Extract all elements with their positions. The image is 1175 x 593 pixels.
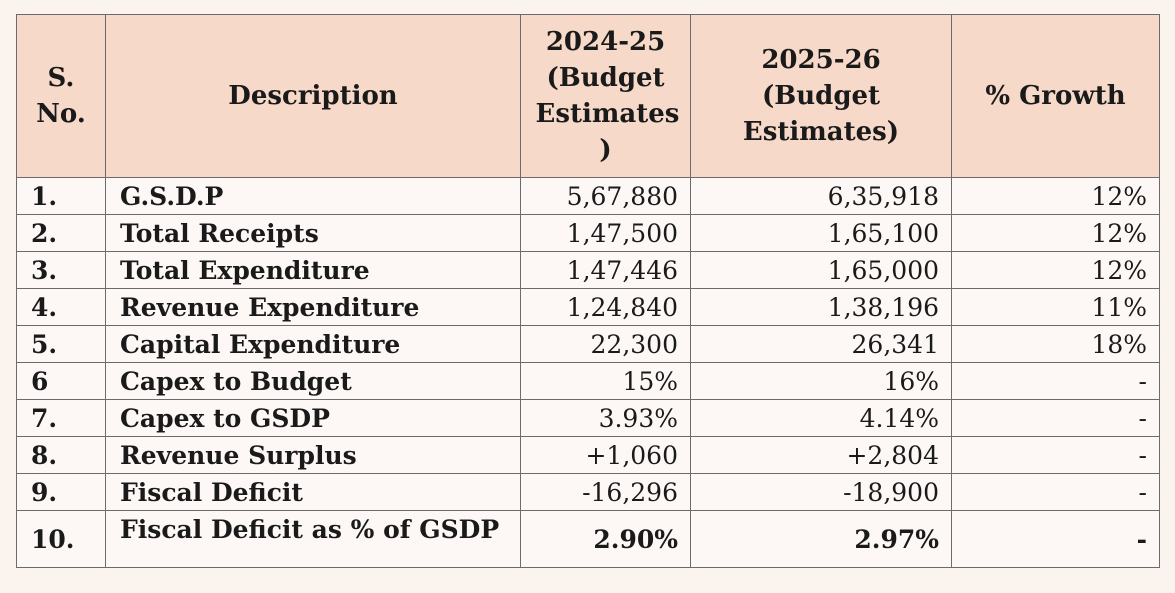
row-year1: 5,67,880 — [520, 177, 691, 215]
header-sno-label: S. No. — [36, 63, 86, 129]
row-description: Capex to Budget — [105, 362, 521, 400]
table-row: 10. Fiscal Deficit as % of GSDP 2.90% 2.… — [16, 510, 1160, 568]
row-growth: - — [951, 399, 1160, 437]
row-sno: 7. — [16, 399, 106, 437]
row-year2: 2.97% — [690, 510, 952, 568]
table-row: 5. Capital Expenditure 22,300 26,341 18% — [16, 325, 1160, 363]
row-description: Capital Expenditure — [105, 325, 521, 363]
row-year2: 1,65,000 — [690, 251, 952, 289]
row-year2: -18,900 — [690, 473, 952, 511]
row-year1: 2.90% — [520, 510, 691, 568]
row-growth: - — [951, 362, 1160, 400]
header-sno: S. No. — [16, 14, 106, 178]
row-year1: 3.93% — [520, 399, 691, 437]
table-row: 9. Fiscal Deficit -16,296 -18,900 - — [16, 473, 1160, 511]
row-growth: 12% — [951, 214, 1160, 252]
row-sno: 8. — [16, 436, 106, 474]
row-growth: 12% — [951, 177, 1160, 215]
header-year2-label: 2025-26 (Budget Estimates) — [742, 45, 900, 147]
row-year1: 1,47,446 — [520, 251, 691, 289]
row-sno: 2. — [16, 214, 106, 252]
row-sno: 10. — [16, 510, 106, 568]
row-growth: - — [951, 473, 1160, 511]
header-description: Description — [105, 14, 521, 178]
row-growth: - — [951, 436, 1160, 474]
table-row: 2. Total Receipts 1,47,500 1,65,100 12% — [16, 214, 1160, 252]
table-row: 4. Revenue Expenditure 1,24,840 1,38,196… — [16, 288, 1160, 326]
row-growth: - — [951, 510, 1160, 568]
header-year2: 2025-26 (Budget Estimates) — [690, 14, 952, 178]
row-year2: 4.14% — [690, 399, 952, 437]
table-row: 8. Revenue Surplus +1,060 +2,804 - — [16, 436, 1160, 474]
row-growth: 11% — [951, 288, 1160, 326]
row-description: Total Expenditure — [105, 251, 521, 289]
row-sno: 5. — [16, 325, 106, 363]
row-year1: 22,300 — [520, 325, 691, 363]
row-description: Revenue Surplus — [105, 436, 521, 474]
budget-table: S. No. Description 2024-25 (Budget Estim… — [16, 14, 1160, 568]
row-description: Fiscal Deficit — [105, 473, 521, 511]
row-year1: -16,296 — [520, 473, 691, 511]
row-year1: +1,060 — [520, 436, 691, 474]
row-sno: 9. — [16, 473, 106, 511]
row-sno: 6 — [16, 362, 106, 400]
row-year2: 26,341 — [690, 325, 952, 363]
header-row: S. No. Description 2024-25 (Budget Estim… — [16, 14, 1160, 178]
row-year1: 1,47,500 — [520, 214, 691, 252]
header-year1-label: 2024-25 (Budget Estimates ) — [535, 27, 680, 165]
header-growth: % Growth — [951, 14, 1160, 178]
row-description: Total Receipts — [105, 214, 521, 252]
row-growth: 12% — [951, 251, 1160, 289]
header-year1: 2024-25 (Budget Estimates ) — [520, 14, 691, 178]
row-year1: 15% — [520, 362, 691, 400]
row-description: Capex to GSDP — [105, 399, 521, 437]
row-description: Fiscal Deficit as % of GSDP — [105, 510, 521, 568]
table-row: 3. Total Expenditure 1,47,446 1,65,000 1… — [16, 251, 1160, 289]
table-row: 6 Capex to Budget 15% 16% - — [16, 362, 1160, 400]
row-sno: 1. — [16, 177, 106, 215]
header-description-label: Description — [228, 81, 398, 111]
header-growth-label: % Growth — [985, 81, 1126, 111]
table-row: 1. G.S.D.P 5,67,880 6,35,918 12% — [16, 177, 1160, 215]
row-year2: 16% — [690, 362, 952, 400]
row-sno: 3. — [16, 251, 106, 289]
row-description: Revenue Expenditure — [105, 288, 521, 326]
row-year2: 1,38,196 — [690, 288, 952, 326]
row-year2: 6,35,918 — [690, 177, 952, 215]
row-growth: 18% — [951, 325, 1160, 363]
row-description: G.S.D.P — [105, 177, 521, 215]
row-year2: 1,65,100 — [690, 214, 952, 252]
row-sno: 4. — [16, 288, 106, 326]
row-year1: 1,24,840 — [520, 288, 691, 326]
table-row: 7. Capex to GSDP 3.93% 4.14% - — [16, 399, 1160, 437]
row-year2: +2,804 — [690, 436, 952, 474]
